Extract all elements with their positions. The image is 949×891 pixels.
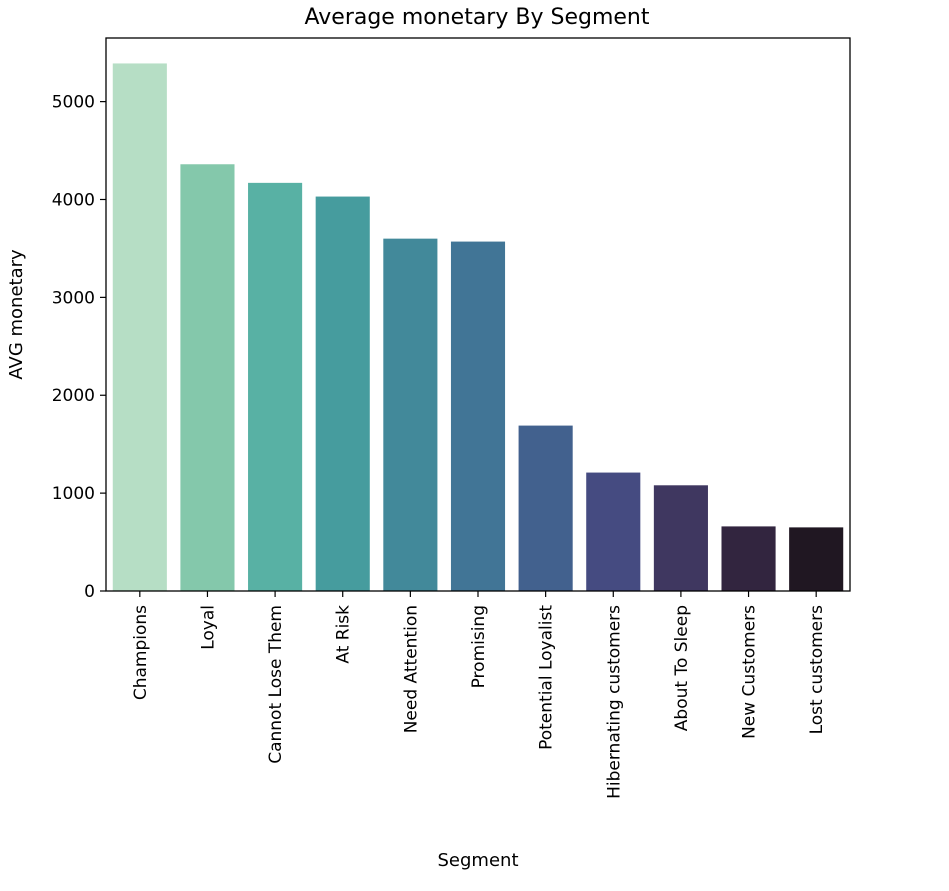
bar-9	[721, 526, 776, 591]
y-tick-label: 4000	[52, 190, 95, 210]
bar-4	[383, 238, 438, 592]
bars-group	[112, 63, 844, 592]
x-tick-label: Lost customers	[807, 605, 827, 735]
x-tick-label: Loyal	[198, 605, 218, 650]
x-tick-label: Cannot Lose Them	[266, 605, 286, 764]
bar-0	[112, 63, 167, 591]
bar-1	[180, 164, 235, 591]
bar-6	[518, 425, 573, 591]
x-tick-label: Potential Loyalist	[537, 605, 557, 750]
bar-5	[450, 241, 506, 591]
bar-8	[653, 485, 708, 591]
chart-title: Average monetary By Segment	[305, 5, 650, 30]
bar-3	[315, 196, 370, 591]
x-axis-label: Segment	[438, 850, 519, 871]
x-tick-label: Hibernating customers	[604, 605, 624, 799]
y-tick-label: 0	[84, 582, 95, 602]
plot-frame	[105, 37, 851, 592]
y-axis: 0 1000 2000 3000 4000 5000	[52, 93, 106, 602]
bar-10	[789, 527, 844, 591]
bar-7	[586, 472, 641, 591]
y-tick-label: 1000	[52, 484, 95, 504]
x-tick-label: About To Sleep	[672, 605, 692, 731]
x-tick-label: At Risk	[334, 605, 354, 664]
y-tick-label: 3000	[52, 288, 95, 308]
x-axis: Champions Loyal Cannot Lose Them At Risk Nee…	[131, 591, 827, 799]
x-tick-label: Champions	[131, 605, 151, 700]
y-axis-label: AVG monetary	[6, 249, 27, 380]
y-tick-label: 2000	[52, 386, 95, 406]
x-tick-label: Promising	[469, 605, 489, 688]
bar-2	[248, 182, 303, 592]
y-tick-label: 5000	[52, 93, 95, 113]
x-tick-label: Need Attention	[401, 605, 421, 733]
x-tick-label: New Customers	[740, 605, 760, 739]
